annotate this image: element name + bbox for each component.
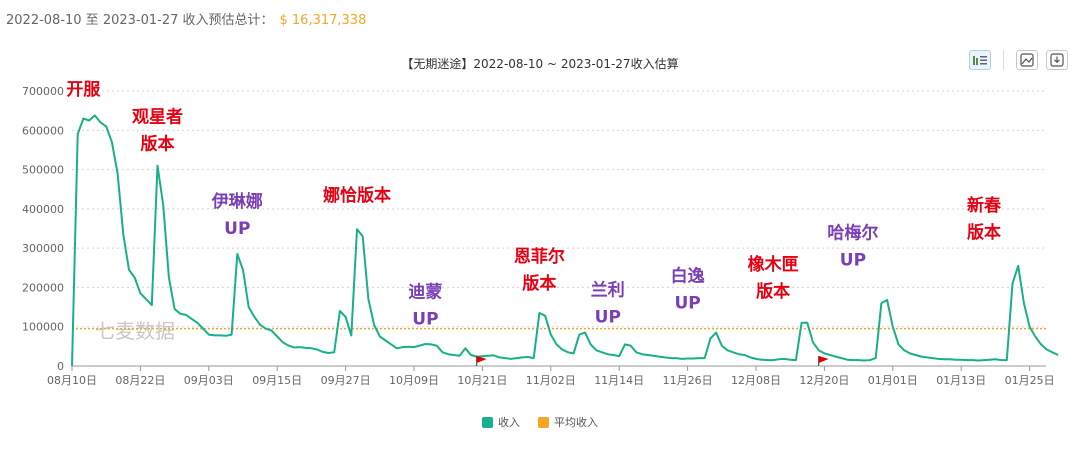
x-tick-label: 09月03日	[184, 374, 234, 387]
event-annotation: UP	[840, 250, 866, 270]
x-tick-label: 09月27日	[321, 374, 371, 387]
x-tick-label: 11月26日	[663, 374, 713, 387]
event-annotation: UP	[674, 294, 700, 314]
legend-label-revenue: 收入	[498, 416, 520, 429]
bar-chart-toggle-button[interactable]	[969, 50, 991, 70]
event-annotation: 开服	[66, 80, 101, 100]
x-tick-label: 01月25日	[1005, 374, 1055, 387]
revenue-total: $ 16,317,338	[279, 13, 367, 28]
event-annotation: 新春	[967, 195, 1001, 216]
x-tick-label: 08月10日	[47, 374, 97, 387]
x-tick-label: 12月20日	[799, 374, 849, 387]
y-tick-label: 600000	[22, 124, 64, 137]
x-tick-label: 10月21日	[457, 374, 507, 387]
chart-legend: 收入 平均收入	[0, 414, 1080, 430]
event-annotation: UP	[224, 219, 250, 239]
event-annotation: 娜恰版本	[323, 185, 391, 206]
chart-toolbar	[969, 50, 1068, 70]
x-tick-label: 11月14日	[594, 374, 644, 387]
legend-item-average[interactable]: 平均收入	[538, 414, 598, 430]
y-tick-label: 200000	[22, 281, 64, 294]
download-button[interactable]	[1046, 50, 1068, 70]
y-tick-label: 0	[57, 360, 64, 373]
bar-chart-icon	[973, 56, 987, 65]
revenue-series-line	[71, 114, 1059, 367]
event-annotation: 观星者	[131, 106, 183, 127]
event-annotation: UP	[412, 309, 438, 329]
event-annotation: 橡木匣	[748, 254, 799, 275]
x-tick-label: 08月22日	[115, 374, 165, 387]
save-image-button[interactable]	[1016, 50, 1038, 70]
y-tick-label: 400000	[22, 203, 64, 216]
event-flag-icon[interactable]	[476, 356, 487, 366]
event-annotation: 兰利	[591, 279, 625, 300]
y-tick-label: 700000	[22, 85, 64, 98]
download-icon	[1050, 53, 1064, 67]
x-tick-label: 12月08日	[731, 374, 781, 387]
y-tick-label: 300000	[22, 242, 64, 255]
y-tick-label: 500000	[22, 164, 64, 177]
legend-swatch-revenue	[482, 416, 493, 428]
event-annotation: 恩菲尔	[514, 246, 565, 267]
watermark: 七麦数据	[95, 319, 175, 343]
x-tick-label: 11月02日	[526, 374, 576, 387]
event-annotation: 版本	[967, 222, 1001, 243]
legend-label-average: 平均收入	[554, 416, 598, 429]
image-save-icon	[1020, 53, 1034, 67]
x-tick-label: 01月01日	[868, 374, 918, 387]
event-annotation: 白逸	[671, 266, 705, 287]
event-flag-icon[interactable]	[818, 356, 829, 366]
x-tick-label: 10月09日	[389, 374, 439, 387]
x-tick-label: 01月13日	[936, 374, 986, 387]
event-annotation: 迪蒙	[408, 281, 442, 302]
legend-item-revenue[interactable]: 收入	[482, 414, 520, 430]
event-annotation: 版本	[756, 281, 790, 302]
toolbar-divider	[1003, 50, 1004, 70]
chart-title: 【无期迷途】2022-08-10 ~ 2023-01-27收入估算	[401, 57, 679, 71]
x-tick-label: 09月15日	[252, 374, 302, 387]
summary-header: 2022-08-10 至 2023-01-27 收入预估总计： $ 16,317,…	[6, 9, 366, 28]
event-annotation: UP	[595, 307, 621, 327]
event-annotation: 版本	[141, 133, 175, 154]
date-range-label: 2022-08-10 至 2023-01-27 收入预估总计：	[6, 13, 274, 28]
y-tick-label: 100000	[22, 321, 64, 334]
event-annotation: 版本	[522, 273, 556, 294]
event-annotation: 哈梅尔	[827, 222, 878, 243]
event-annotation: 伊琳娜	[211, 191, 263, 212]
legend-swatch-average	[538, 416, 549, 428]
